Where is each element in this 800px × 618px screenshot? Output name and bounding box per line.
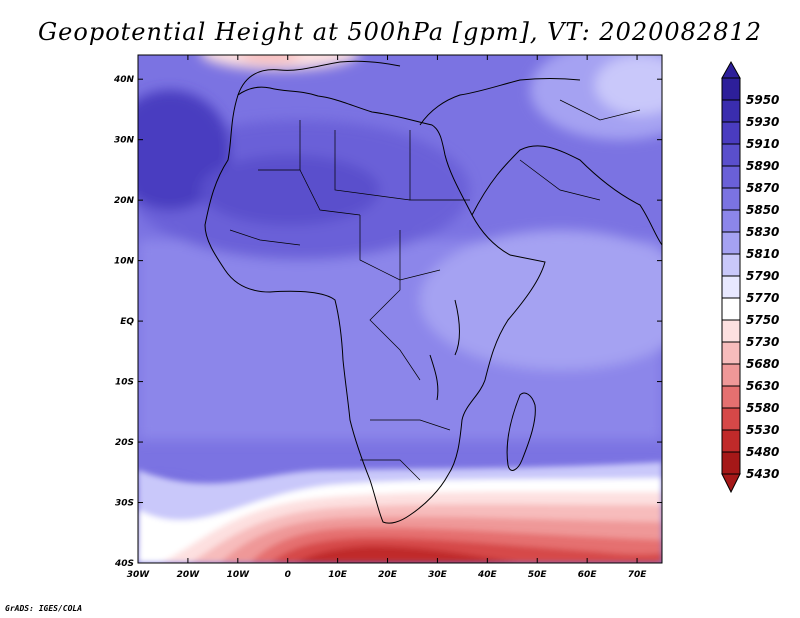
colorbar-label: 5630	[746, 379, 779, 393]
colorbar-label: 5890	[746, 159, 779, 173]
colorbar-label: 5430	[746, 467, 779, 481]
lon-label: 30W	[127, 570, 151, 580]
colorbar-label: 5850	[746, 203, 779, 217]
height-field	[138, 55, 662, 563]
colorbar-label: 5930	[746, 115, 779, 129]
colorbar-label: 5750	[746, 313, 779, 327]
lat-label: 30S	[115, 499, 134, 509]
colorbar-label: 5810	[746, 247, 779, 261]
colorbar-label: 5530	[746, 423, 779, 437]
lat-label: 20N	[114, 196, 135, 206]
lon-label: 20W	[177, 570, 201, 580]
colorbar-swatch	[721, 319, 741, 343]
colorbar-swatch	[721, 99, 741, 123]
country-borders	[229, 99, 641, 481]
lat-axis-labels: 40N 30N 20N 10N EQ 10S 20S 30S 40S	[113, 75, 135, 569]
colorbar-label: 5680	[746, 357, 779, 371]
lon-label: 30E	[428, 570, 448, 580]
colorbar-swatch	[721, 297, 741, 321]
colorbar-swatch	[721, 275, 741, 299]
lat-label: 10N	[114, 257, 135, 267]
colorbar-swatch	[721, 187, 741, 211]
map-frame	[137, 54, 663, 564]
colorbar-swatch	[721, 429, 741, 453]
lat-label: 10S	[115, 378, 134, 388]
colorbar-swatch	[721, 363, 741, 387]
colorbar-swatch	[721, 121, 741, 145]
colorbar: 5950 5930 5910 5890 5870 5850 5830 5810 5790 5770…	[721, 60, 779, 494]
lon-label: 20E	[378, 570, 398, 580]
lat-label: 40S	[114, 559, 134, 569]
colorbar-label: 5770	[746, 291, 779, 305]
lat-label: EQ	[120, 317, 134, 327]
colorbar-label: 5580	[746, 401, 779, 415]
colorbar-swatch	[721, 253, 741, 277]
colorbar-label: 5790	[746, 269, 779, 283]
colorbar-label: 5830	[746, 225, 779, 239]
lon-label: 60E	[578, 570, 598, 580]
coastlines	[204, 60, 662, 524]
lon-label: 10W	[227, 570, 251, 580]
colorbar-label: 5870	[746, 181, 779, 195]
colorbar-arrow-bottom	[721, 473, 741, 494]
colorbar-label: 5910	[746, 137, 779, 151]
lon-label: 0	[285, 570, 291, 580]
colorbar-swatch	[721, 407, 741, 431]
map-title: Geopotential Height at 500hPa [gpm], VT:…	[38, 18, 762, 46]
colorbar-swatch	[721, 165, 741, 189]
lon-label: 70E	[628, 570, 648, 580]
lon-label: 40E	[477, 570, 498, 580]
lon-label: 50E	[528, 570, 548, 580]
lat-label: 20S	[115, 438, 134, 448]
axis-ticks	[137, 55, 662, 564]
colorbar-label: 5480	[746, 445, 779, 459]
colorbar-swatch	[721, 341, 741, 365]
lat-label: 30N	[114, 136, 135, 146]
lat-label: 40N	[113, 75, 135, 85]
colorbar-swatch	[721, 451, 741, 475]
colorbar-arrow-top	[721, 60, 741, 79]
colorbar-label: 5730	[746, 335, 779, 349]
colorbar-swatch	[721, 231, 741, 255]
lon-label: 10E	[328, 570, 348, 580]
colorbar-label: 5950	[746, 93, 779, 107]
colorbar-swatch	[721, 143, 741, 167]
colorbar-swatch	[721, 385, 741, 409]
footer-credit: GrADS: IGES/COLA	[5, 604, 83, 613]
colorbar-swatch	[721, 209, 741, 233]
colorbar-swatch	[721, 77, 741, 101]
lon-axis-labels: 30W 20W 10W 0 10E 20E 30E 40E 50E 60E 70E	[127, 570, 647, 580]
